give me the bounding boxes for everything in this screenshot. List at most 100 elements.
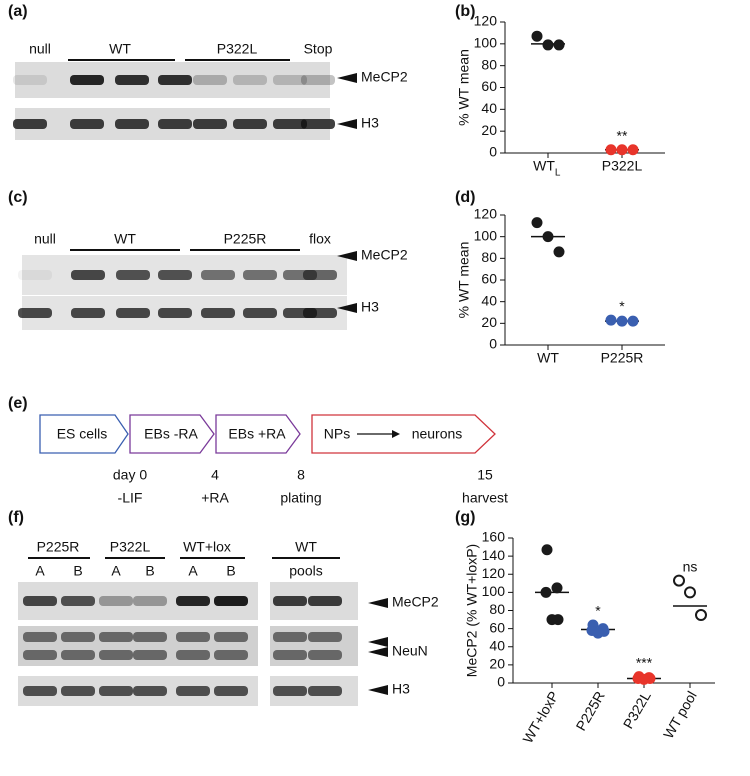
blot-band [303,270,337,280]
blot-band [233,119,267,129]
blot-band [273,596,307,606]
y-tick-label: 40 [489,637,505,653]
blot-band [308,650,342,660]
x-tick-label: WT [537,350,559,366]
data-point [541,544,553,556]
y-tick-label: 80 [481,249,497,265]
panel-label: (a) [8,3,28,20]
blot-band [99,650,133,660]
group-label: P225R [224,231,267,247]
blot-band [115,75,149,85]
timeline-day: 8 [297,467,305,483]
significance-label: * [595,603,601,619]
lane-label: B [73,563,82,579]
panel-label: (e) [8,395,28,412]
data-point [542,231,554,243]
group-label: null [29,41,51,57]
blot-band [13,75,47,85]
blot-band [193,75,227,85]
blot-band [303,308,337,318]
arrowhead [337,303,357,313]
blot-band [301,75,335,85]
panel-label: (g) [455,509,475,526]
step-label: neurons [412,426,463,442]
group-label: WT [295,539,317,555]
step-box [215,414,301,454]
y-tick-label: 100 [482,583,506,599]
group-label: P322L [217,41,258,57]
data-point [616,315,628,327]
significance-label: ns [683,558,698,574]
y-axis-label: % WT mean [456,49,472,126]
data-point [627,315,639,327]
arrowhead [368,647,388,657]
significance-label: ** [617,127,628,143]
x-tick-label: WT+loxP [519,688,561,746]
blot-band [273,119,307,129]
blot-band [99,596,133,606]
band-label: MeCP2 [361,69,408,85]
y-tick-label: 120 [474,206,498,222]
band-label: H3 [392,681,410,697]
blot-band [133,632,167,642]
blot-band [133,596,167,606]
y-tick-label: 120 [474,13,498,29]
blot-band [214,596,248,606]
band-label: H3 [361,299,379,315]
x-tick-label: P225R [573,688,608,733]
blot-band [243,270,277,280]
data-point [605,314,617,326]
step-box [129,414,215,454]
blot-band [133,686,167,696]
blot-band [176,686,210,696]
x-tick-label: WT pool [660,688,700,741]
y-tick-label: 0 [489,336,497,352]
y-tick-label: 20 [481,122,497,138]
blot-band [61,686,95,696]
panel-label: (c) [8,189,28,206]
significance-label: *** [636,654,653,670]
group-label: null [34,231,56,247]
workflow-diagram [39,414,496,454]
y-tick-label: 40 [481,292,497,308]
group-label: WT [109,41,131,57]
blot-band [214,632,248,642]
arrowhead [337,119,357,129]
blot-band [193,119,227,129]
timeline-note: -LIF [118,490,143,506]
timeline-day: day 0 [113,467,147,483]
data-point [551,582,563,594]
blot-band [23,632,57,642]
blot-band [176,632,210,642]
panel-label: (b) [455,3,475,20]
y-tick-label: 60 [489,619,505,635]
group-label: P225R [37,539,80,555]
blot-band [308,686,342,696]
data-point [553,39,565,51]
y-tick-label: 80 [481,56,497,72]
blot-band [115,119,149,129]
data-point [673,574,685,587]
blot-band [158,270,192,280]
blot-band [176,596,210,606]
data-point [553,246,565,258]
blot-band [201,308,235,318]
blot-band [308,632,342,642]
blot-band [201,270,235,280]
blot-band [99,632,133,642]
y-tick-label: 100 [474,35,498,51]
step-label: EBs +RA [228,426,286,442]
blot-band [273,632,307,642]
blot-band [158,75,192,85]
arrowhead [368,637,388,647]
data-point [684,586,696,599]
lane-label: B [145,563,154,579]
group-label: P322L [110,539,151,555]
x-tick-label: WT [533,158,555,174]
blot-band [176,650,210,660]
arrowhead [337,251,357,261]
blot-band [273,686,307,696]
data-point [638,673,650,685]
data-point [540,586,552,598]
blot-band [71,270,105,280]
